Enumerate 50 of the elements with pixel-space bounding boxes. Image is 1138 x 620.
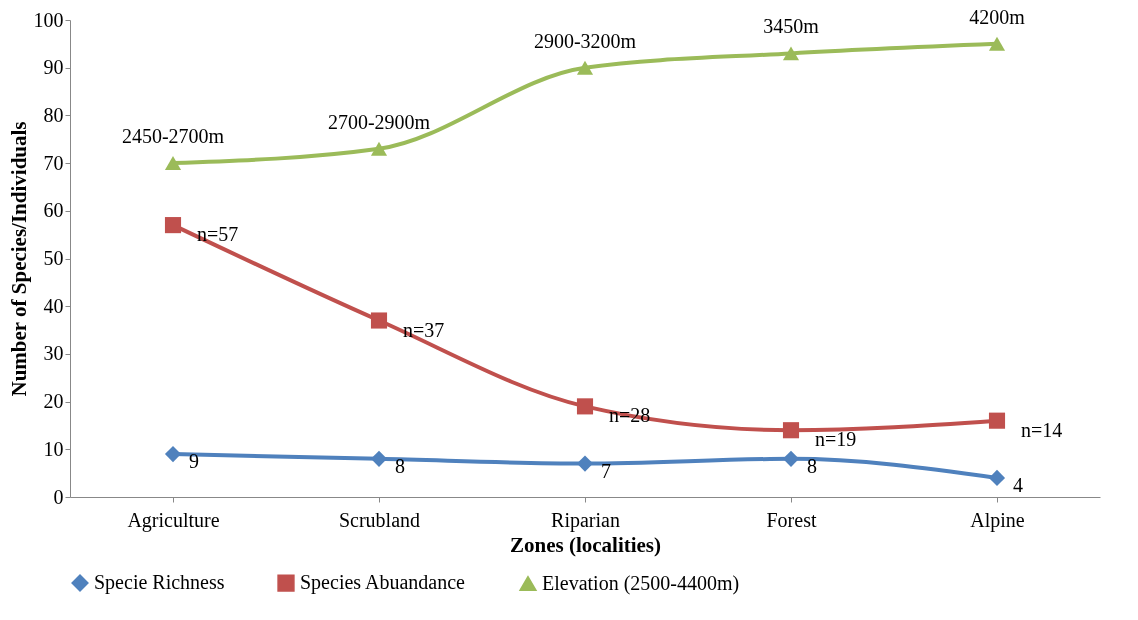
y-tick-label: 0: [53, 485, 64, 508]
annotation: 2900-3200m: [533, 29, 637, 52]
annotation: 4200m: [969, 5, 1026, 28]
point: [782, 450, 800, 467]
point: [370, 450, 388, 467]
point: [370, 312, 388, 329]
y-tick-label: 60: [43, 199, 64, 222]
data-label: 7: [601, 459, 611, 482]
y-tick-label: 80: [43, 103, 64, 126]
y-tick-label: 50: [43, 247, 64, 269]
point: [782, 422, 800, 439]
legend-label: Elevation (2500-4400m): [542, 571, 740, 595]
y-axis-title: Number of Species/Individuals: [6, 121, 31, 397]
y-tick-label: 30: [43, 342, 64, 365]
y-tick-label: 10: [43, 437, 64, 460]
legend-label: Species Abuandance: [300, 571, 466, 595]
point: [988, 469, 1006, 486]
point: [988, 36, 1006, 51]
annotation: n=19: [815, 428, 857, 451]
x-tick-label: Riparian: [551, 508, 620, 532]
data-label: 8: [395, 454, 405, 477]
point: [576, 60, 594, 75]
point: [164, 446, 182, 463]
annotation: 2450-2700m: [121, 125, 225, 148]
y-tick-label: 20: [43, 390, 64, 413]
point: [576, 455, 594, 472]
point: [164, 217, 182, 234]
legend-label: Specie Richness: [94, 571, 225, 595]
y-tick-label: 70: [43, 151, 64, 174]
x-tick-label: Agriculture: [127, 508, 220, 532]
x-tick-label: Forest: [766, 508, 817, 531]
point: [782, 46, 800, 61]
x-tick-label: Alpine: [970, 508, 1025, 532]
annotation: 2700-2900m: [327, 110, 431, 133]
data-label: 9: [189, 450, 199, 473]
y-tick-label: 90: [43, 56, 64, 79]
y-tick-label: 100: [33, 8, 64, 31]
point: [988, 412, 1006, 429]
data-label: 4: [1013, 473, 1023, 496]
x-axis-title: Zones (localities): [509, 532, 662, 557]
annotation: 3450m: [763, 15, 820, 38]
point: [576, 398, 594, 415]
x-tick-label: Scrubland: [338, 508, 421, 531]
annotation: n=14: [1021, 418, 1063, 441]
y-tick-label: 40: [43, 294, 64, 317]
point: [370, 141, 388, 156]
point: [164, 156, 182, 171]
annotation: n=37: [403, 318, 445, 341]
data-label: 8: [807, 454, 817, 477]
annotation: n=57: [197, 223, 239, 246]
